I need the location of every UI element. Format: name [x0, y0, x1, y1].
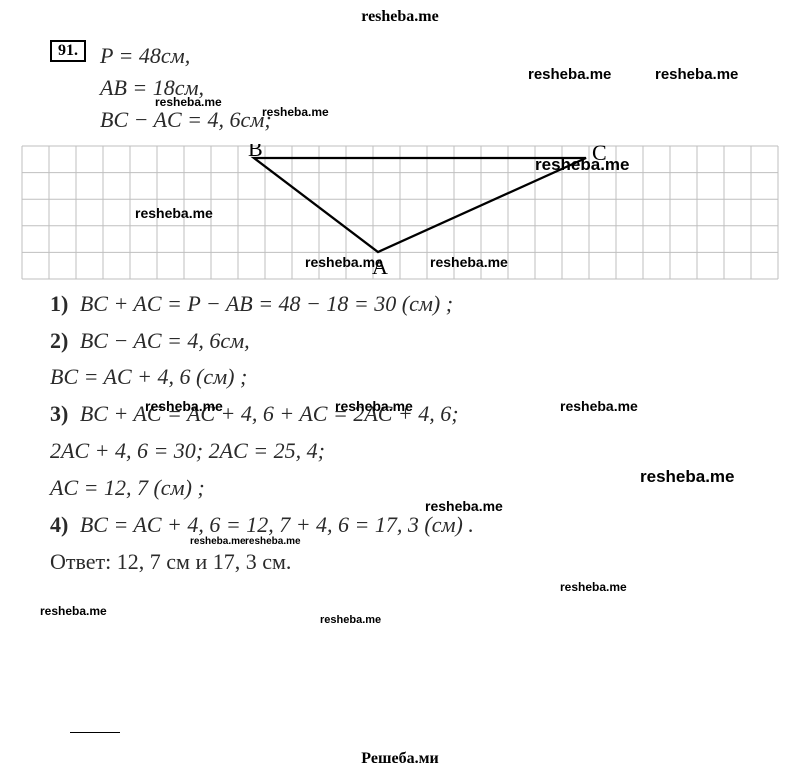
- site-footer: Решеба.ми: [0, 750, 800, 768]
- step-2a-text: BC − AC = 4, 6см,: [80, 328, 250, 353]
- step-1-text: BC + AC = P − AB = 48 − 18 = 30 (см) ;: [80, 291, 453, 316]
- step-1: 1) BC + AC = P − AB = 48 − 18 = 30 (см) …: [50, 288, 750, 320]
- step-2a: 2) BC − AC = 4, 6см,: [50, 325, 750, 357]
- solution-block: 1) BC + AC = P − AB = 48 − 18 = 30 (см) …: [50, 288, 750, 578]
- step-num-2: 2): [50, 328, 68, 353]
- step-3c: AC = 12, 7 (см) ;: [50, 472, 750, 504]
- given-lines: P = 48см, AB = 18см, BC − AC = 4, 6см;: [100, 40, 272, 136]
- divider-rule: [70, 732, 120, 733]
- step-4: 4) BC = AC + 4, 6 = 12, 7 + 4, 6 = 17, 3…: [50, 509, 750, 541]
- watermark: resheba.me: [320, 614, 381, 626]
- watermark: resheba.me: [560, 580, 627, 594]
- step-3a: 3) BC + AC = AC + 4, 6 + AC = 2AC + 4, 6…: [50, 398, 750, 430]
- answer-line: Ответ: 12, 7 см и 17, 3 см.: [50, 546, 750, 578]
- svg-text:C: C: [592, 144, 607, 165]
- given-line-3: BC − AC = 4, 6см;: [100, 104, 272, 136]
- step-2b: BC = AC + 4, 6 (см) ;: [50, 361, 750, 393]
- given-line-1: P = 48см,: [100, 40, 272, 72]
- step-3a-text: BC + AC = AC + 4, 6 + AC = 2AC + 4, 6;: [80, 401, 459, 426]
- problem-number-box: 91.: [50, 40, 86, 62]
- svg-text:B: B: [248, 144, 263, 161]
- site-header: resheba.me: [0, 0, 800, 32]
- grid-triangle-svg: B C A: [16, 144, 782, 282]
- step-4-text: BC = AC + 4, 6 = 12, 7 + 4, 6 = 17, 3 (с…: [80, 512, 474, 537]
- watermark: resheba.me: [40, 604, 107, 618]
- step-3b: 2AC + 4, 6 = 30; 2AC = 25, 4;: [50, 435, 750, 467]
- given-block: 91. P = 48см, AB = 18см, BC − AC = 4, 6с…: [50, 40, 750, 136]
- step-num-4: 4): [50, 512, 68, 537]
- given-line-2: AB = 18см,: [100, 72, 272, 104]
- step-num-3: 3): [50, 401, 68, 426]
- step-num-1: 1): [50, 291, 68, 316]
- triangle-diagram: B C A: [16, 144, 782, 282]
- page-content: 91. P = 48см, AB = 18см, BC − AC = 4, 6с…: [0, 40, 800, 578]
- svg-text:A: A: [372, 254, 388, 279]
